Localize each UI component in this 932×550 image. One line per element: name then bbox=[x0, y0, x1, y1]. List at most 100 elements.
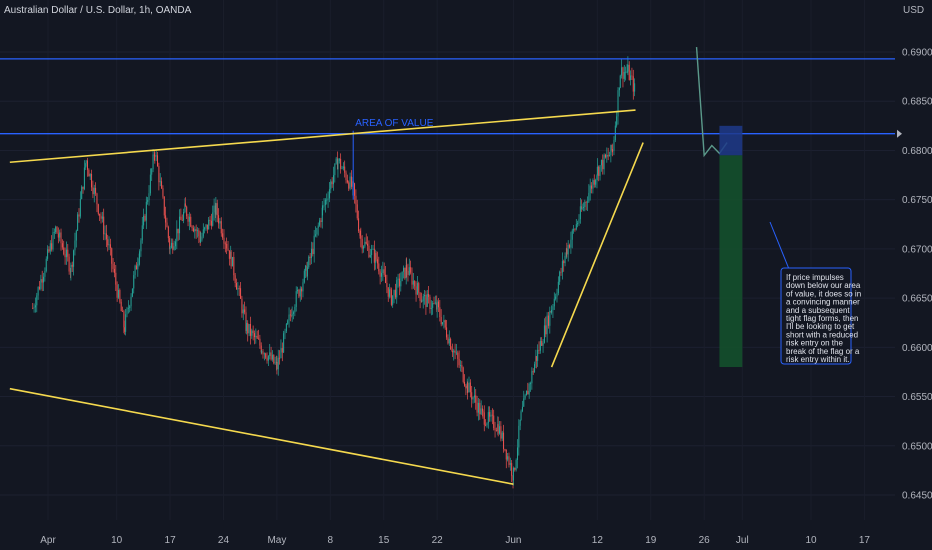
candle-body bbox=[240, 288, 242, 299]
candle-body bbox=[625, 71, 627, 73]
candle-body bbox=[113, 268, 115, 273]
candle-body bbox=[503, 432, 505, 449]
candle-body bbox=[632, 76, 634, 92]
candle-body bbox=[327, 198, 329, 200]
candle-body bbox=[451, 351, 453, 353]
candle-body bbox=[566, 248, 568, 255]
candle-body bbox=[472, 397, 474, 400]
candle-body bbox=[78, 214, 80, 217]
candle-body bbox=[140, 240, 142, 252]
candle-body bbox=[205, 224, 207, 228]
candle-body bbox=[525, 390, 527, 396]
candle-body bbox=[133, 275, 135, 289]
candle-body bbox=[104, 233, 106, 235]
candle-body bbox=[188, 216, 190, 222]
candle-body bbox=[230, 251, 232, 267]
candle-body bbox=[394, 289, 396, 298]
x-tick-label: Jul bbox=[736, 535, 749, 546]
candle-body bbox=[238, 288, 240, 290]
candle-body bbox=[592, 180, 594, 189]
candle-body bbox=[634, 83, 636, 92]
stop-loss-zone bbox=[719, 125, 743, 156]
candle-body bbox=[75, 230, 77, 241]
note-pointer-line bbox=[769, 221, 792, 275]
candle-body bbox=[64, 254, 66, 258]
note-line: risk entry on the bbox=[786, 339, 843, 348]
candle-body bbox=[317, 225, 319, 228]
candle-body bbox=[223, 237, 225, 244]
candle-body bbox=[315, 234, 317, 236]
candle-body bbox=[418, 283, 420, 293]
candle-body bbox=[308, 256, 310, 268]
candle-body bbox=[331, 181, 333, 185]
candle-body bbox=[561, 261, 563, 273]
x-tick-label: 10 bbox=[805, 535, 817, 546]
candle-body bbox=[131, 288, 133, 297]
candle-body bbox=[434, 302, 436, 304]
candle-body bbox=[187, 216, 189, 222]
candle-body bbox=[383, 269, 385, 275]
candle-body bbox=[41, 279, 43, 283]
candle-body bbox=[486, 423, 488, 426]
candle-body bbox=[397, 278, 399, 281]
candle-body bbox=[237, 288, 239, 290]
candle-body bbox=[606, 154, 608, 158]
candle-body bbox=[227, 248, 229, 251]
candle-body bbox=[459, 365, 461, 366]
candle-body bbox=[479, 402, 481, 415]
candle-body bbox=[326, 199, 328, 201]
candle-body bbox=[180, 216, 182, 220]
candle-body bbox=[179, 216, 181, 234]
candle-body bbox=[115, 272, 117, 285]
candle-body bbox=[630, 75, 632, 81]
candle-body bbox=[92, 187, 94, 195]
candle-body bbox=[401, 271, 403, 281]
candle-body bbox=[451, 348, 453, 352]
candle-body bbox=[202, 229, 204, 237]
candle-body bbox=[170, 242, 172, 248]
candle-body bbox=[618, 87, 620, 91]
level-marker-icon bbox=[897, 129, 902, 138]
candle-body bbox=[222, 233, 224, 238]
y-tick-label: 0.64500 bbox=[902, 491, 932, 502]
candle-body bbox=[491, 414, 493, 416]
candle-body bbox=[497, 424, 499, 434]
candle-body bbox=[375, 253, 377, 260]
candle-body bbox=[204, 227, 206, 230]
candle-body bbox=[490, 414, 492, 417]
candle-body bbox=[145, 201, 147, 221]
candle-body bbox=[464, 381, 466, 386]
note-line: a convincing manner bbox=[786, 298, 860, 307]
candle-body bbox=[627, 64, 629, 72]
candle-body bbox=[265, 353, 267, 358]
candle-body bbox=[334, 163, 336, 176]
candle-body bbox=[301, 288, 303, 292]
x-tick-label: Apr bbox=[40, 535, 56, 546]
candle-body bbox=[363, 246, 365, 249]
candle-body bbox=[440, 317, 442, 325]
candle-body bbox=[349, 176, 351, 189]
candle-body bbox=[236, 283, 238, 290]
candle-body bbox=[36, 295, 38, 306]
candle-body bbox=[313, 235, 315, 255]
note-line: break of the flag or a bbox=[786, 347, 860, 356]
candle-body bbox=[515, 459, 517, 470]
note-line: of value, it does so in bbox=[786, 289, 861, 298]
candle-body bbox=[471, 392, 473, 400]
candle-body bbox=[360, 235, 362, 239]
candle-body bbox=[169, 247, 171, 250]
candle-body bbox=[390, 289, 392, 291]
candle-body bbox=[404, 267, 406, 279]
candle-body bbox=[259, 338, 261, 346]
candle-body bbox=[559, 271, 561, 282]
candle-body bbox=[382, 269, 384, 274]
candle-body bbox=[462, 367, 464, 382]
candle-body bbox=[581, 206, 583, 210]
candle-body bbox=[442, 322, 444, 325]
candle-body bbox=[534, 364, 536, 373]
candle-body bbox=[457, 352, 459, 359]
